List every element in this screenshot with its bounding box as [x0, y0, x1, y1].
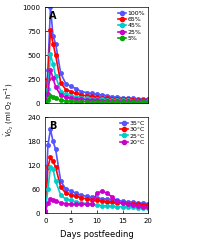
Legend: 100%, 65%, 45%, 25%, 5%: 100%, 65%, 45%, 25%, 5% [116, 8, 148, 44]
Text: B: B [49, 121, 57, 131]
Text: A: A [49, 11, 57, 21]
Text: $\dot{V}_{\mathrm{O_2}}$ (ml O$_2$ h$^{-1}$): $\dot{V}_{\mathrm{O_2}}$ (ml O$_2$ h$^{-… [2, 83, 16, 137]
Legend: 35°C, 30°C, 25°C, 20°C: 35°C, 30°C, 25°C, 20°C [118, 118, 148, 147]
X-axis label: Days postfeeding: Days postfeeding [60, 230, 134, 239]
